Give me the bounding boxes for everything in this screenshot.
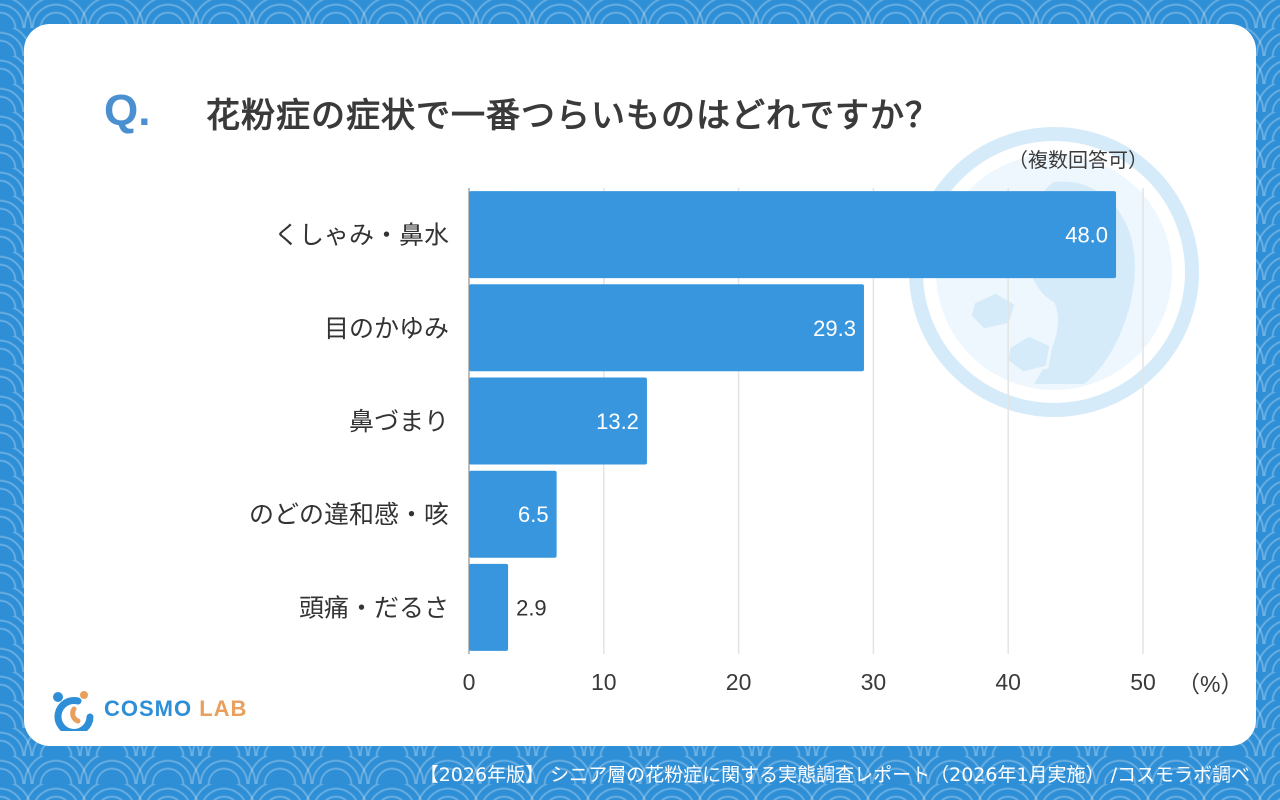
bar-chart: くしゃみ・鼻水 48.0 目のかゆみ 29.3 鼻づまり 13.2 のどの違和感・咳 6.5 頭… xyxy=(249,188,1244,697)
cosmo-lab-logo: COSMO LAB xyxy=(48,684,247,734)
logo-text: COSMO LAB xyxy=(104,696,247,722)
bar xyxy=(469,470,557,558)
bar xyxy=(469,191,1117,279)
x-tick-label: 40 xyxy=(995,669,1021,695)
category-label: 目のかゆみ xyxy=(324,314,449,343)
category-label: 鼻づまり xyxy=(349,407,449,436)
bar xyxy=(469,284,864,372)
category-label: くしゃみ・鼻水 xyxy=(274,221,449,250)
x-unit-label: （%） xyxy=(1177,671,1243,697)
card: Q. 花粉症の症状で一番つらいものはどれですか？ （複数回答可） くしゃみ・鼻水… xyxy=(24,24,1256,746)
value-label: 13.2 xyxy=(596,409,639,434)
x-tick-label: 20 xyxy=(726,669,752,695)
multiple-answer-note: （複数回答可） xyxy=(1008,148,1148,172)
footer-source: 【2026年版】 シニア層の花粉症に関する実態調査レポート（2026年1月実施）… xyxy=(419,764,1250,786)
value-label: 2.9 xyxy=(516,595,547,620)
x-tick-label: 30 xyxy=(861,669,887,695)
bar xyxy=(469,377,647,465)
x-tick-label: 10 xyxy=(591,669,617,695)
value-label: 6.5 xyxy=(518,502,549,527)
labels: くしゃみ・鼻水 48.0 目のかゆみ 29.3 鼻づまり 13.2 のどの違和感・咳 6.5 頭… xyxy=(249,221,1108,623)
question-title: 花粉症の症状で一番つらいものはどれですか？ xyxy=(206,96,940,136)
logo-text-cosmo: COSMO xyxy=(104,696,200,721)
value-label: 29.3 xyxy=(813,316,856,341)
category-label: 頭痛・だるさ xyxy=(299,593,449,622)
logo-text-lab: LAB xyxy=(199,696,248,721)
bar xyxy=(469,563,509,651)
x-axis-ticks: 0 10 20 30 40 50 （%） xyxy=(463,669,1244,697)
bars xyxy=(469,191,1117,651)
value-label: 48.0 xyxy=(1065,223,1108,248)
x-tick-label: 0 xyxy=(463,669,476,695)
x-tick-label: 50 xyxy=(1130,669,1156,695)
logo-mark-icon xyxy=(53,691,94,731)
question-mark-label: Q. xyxy=(104,86,151,135)
category-label: のどの違和感・咳 xyxy=(249,500,449,529)
